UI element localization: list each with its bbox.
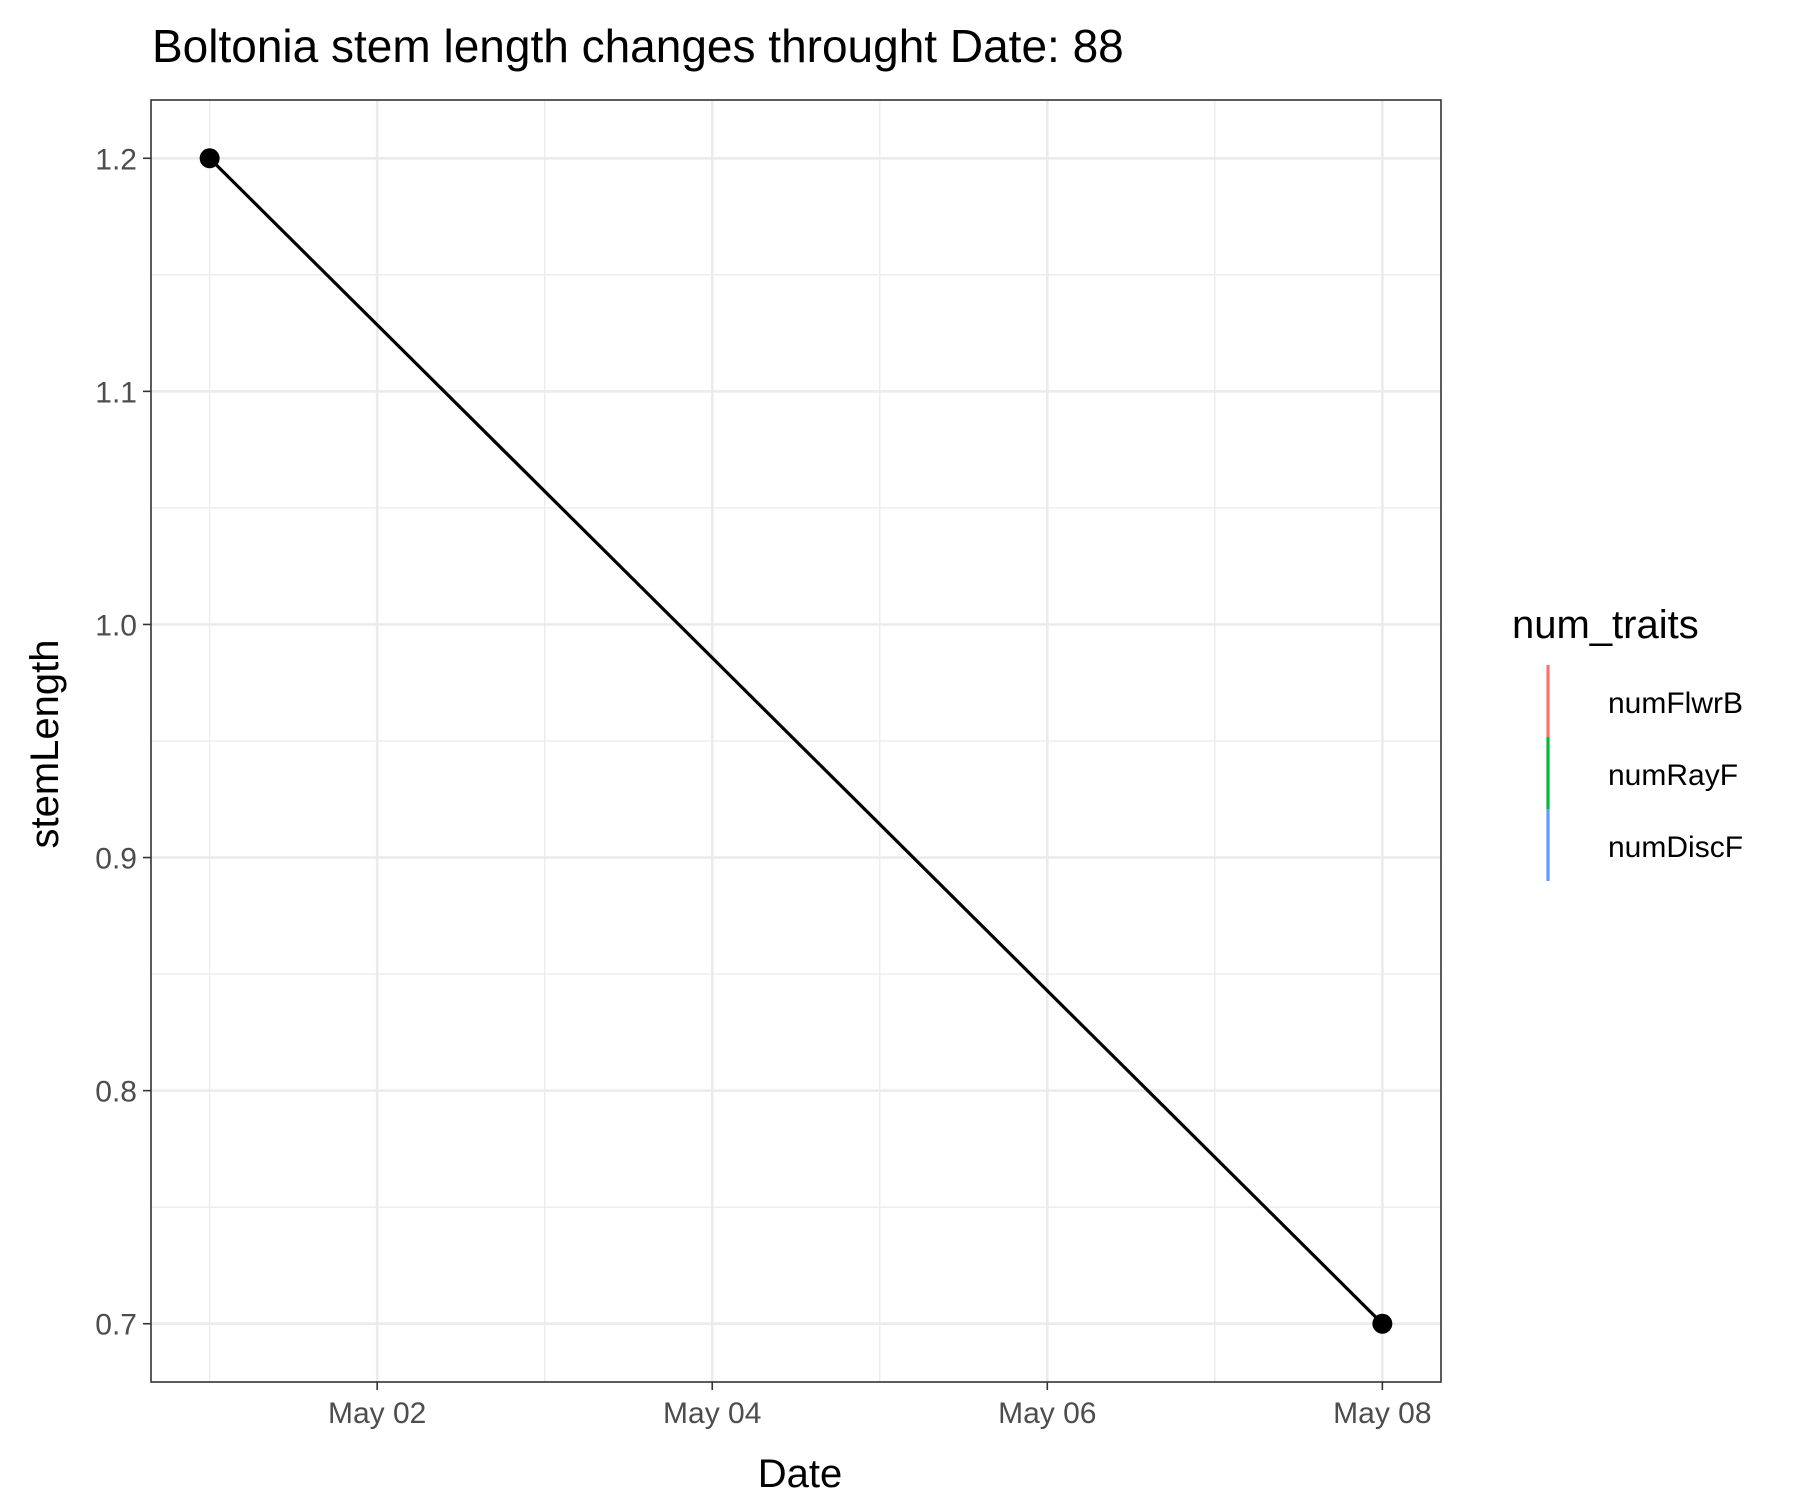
x-tick-label: May 08 — [1333, 1397, 1431, 1430]
series-layer — [199, 148, 1393, 1334]
y-tick-label: 1.0 — [95, 609, 137, 642]
data-point — [1372, 1313, 1393, 1334]
x-tick-label: May 02 — [328, 1397, 426, 1430]
x-axis: May 02 May 04 May 06 May 08 — [328, 1382, 1432, 1430]
legend-label: numDiscF — [1608, 831, 1743, 864]
y-axis: 0.7 0.8 0.9 1.0 1.1 1.2 — [95, 143, 151, 1342]
y-axis-title: stemLength — [23, 639, 67, 848]
legend-items: numFlwrB numRayF numDiscF — [1546, 665, 1743, 881]
y-tick-label: 1.2 — [95, 143, 137, 176]
legend-label: numFlwrB — [1608, 687, 1743, 720]
x-axis-title: Date — [758, 1452, 843, 1496]
y-tick-label: 0.9 — [95, 843, 137, 876]
y-tick-label: 1.1 — [95, 376, 137, 409]
legend: num_traits numFlwrB numRayF numDiscF — [1512, 603, 1743, 881]
y-tick-label: 0.7 — [95, 1309, 137, 1342]
legend-title: num_traits — [1512, 603, 1699, 647]
plot-panel-border — [150, 99, 1442, 1383]
chart-title: Boltonia stem length changes throught Da… — [152, 20, 1124, 72]
x-tick-label: May 04 — [663, 1397, 761, 1430]
minor-gridlines — [151, 100, 1441, 1382]
series-line — [208, 157, 1384, 1325]
legend-label: numRayF — [1608, 759, 1738, 792]
data-point — [199, 148, 220, 169]
x-tick-label: May 06 — [998, 1397, 1096, 1430]
y-tick-label: 0.8 — [95, 1076, 137, 1109]
major-gridlines — [151, 100, 1441, 1382]
